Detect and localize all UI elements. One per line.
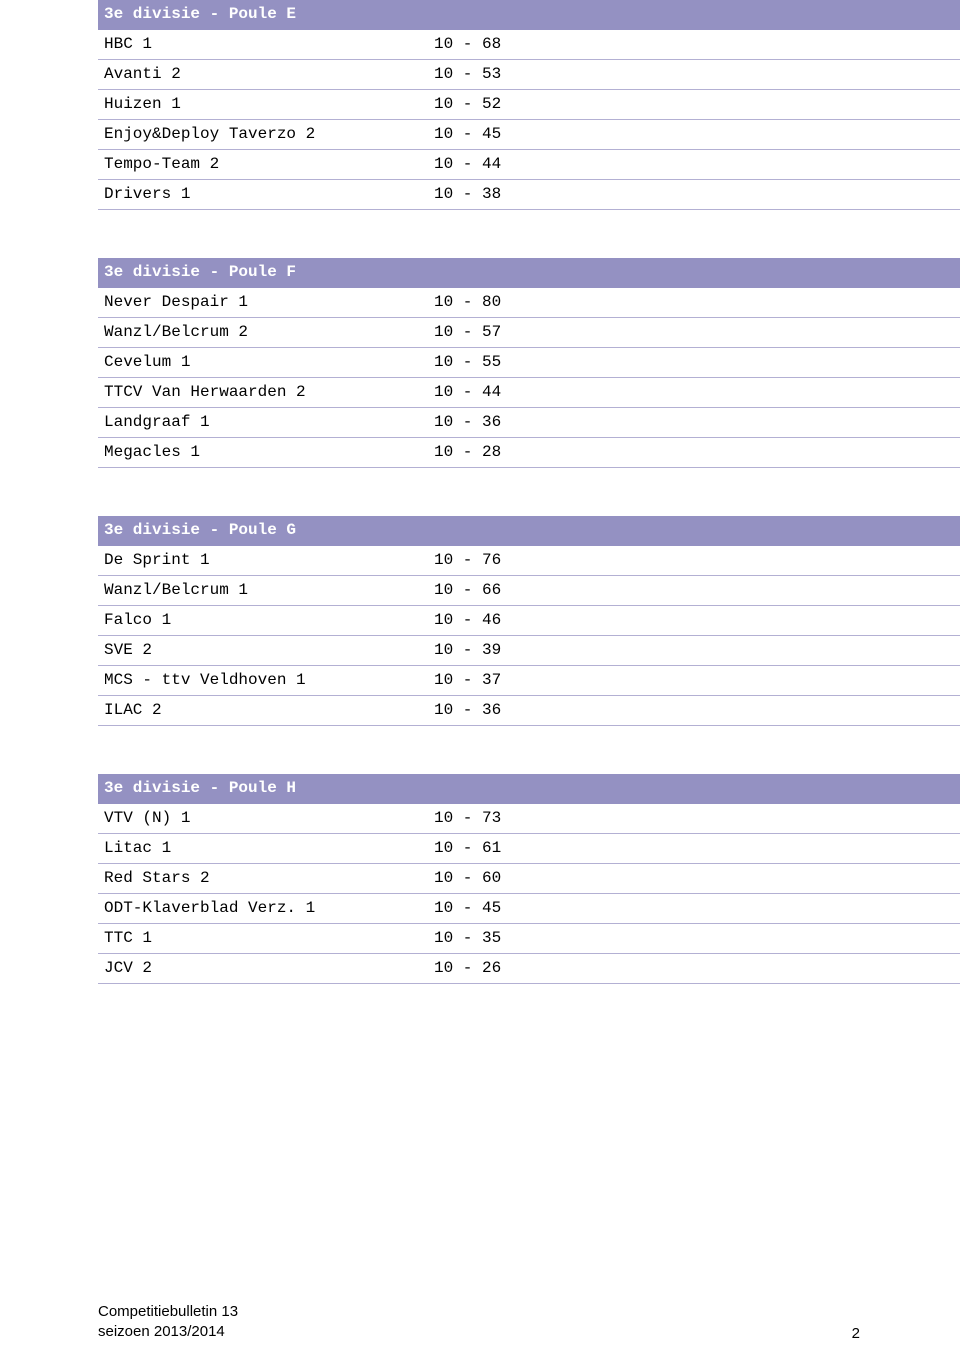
team-score: 10 - 26 — [414, 954, 554, 983]
team-score: 10 - 52 — [414, 90, 554, 119]
team-score: 10 - 35 — [414, 924, 554, 953]
team-score: 10 - 37 — [414, 666, 554, 695]
table-row: Never Despair 110 - 80 — [98, 288, 960, 318]
team-score: 10 - 55 — [414, 348, 554, 377]
standings-table: 3e divisie - Poule GDe Sprint 110 - 76Wa… — [98, 516, 960, 726]
footer-line-2: seizoen 2013/2014 — [98, 1322, 238, 1342]
standings-table: 3e divisie - Poule FNever Despair 110 - … — [98, 258, 960, 468]
page: 3e divisie - Poule EHBC 110 - 68Avanti 2… — [0, 0, 960, 1370]
team-score: 10 - 80 — [414, 288, 554, 317]
tables-container: 3e divisie - Poule EHBC 110 - 68Avanti 2… — [98, 0, 960, 984]
table-header-row: 3e divisie - Poule E — [98, 0, 960, 30]
team-score: 10 - 45 — [414, 120, 554, 149]
team-name: MCS - ttv Veldhoven 1 — [98, 666, 414, 695]
table-title: 3e divisie - Poule E — [98, 0, 414, 29]
team-name: ODT-Klaverblad Verz. 1 — [98, 894, 414, 923]
team-name: Drivers 1 — [98, 180, 414, 209]
table-row: Wanzl/Belcrum 210 - 57 — [98, 318, 960, 348]
table-row: Litac 110 - 61 — [98, 834, 960, 864]
team-score: 10 - 66 — [414, 576, 554, 605]
footer-line-1: Competitiebulletin 13 — [98, 1302, 238, 1322]
table-title: 3e divisie - Poule H — [98, 774, 414, 803]
team-score: 10 - 68 — [414, 30, 554, 59]
team-name: Landgraaf 1 — [98, 408, 414, 437]
table-row: Cevelum 110 - 55 — [98, 348, 960, 378]
team-name: Wanzl/Belcrum 2 — [98, 318, 414, 347]
team-name: TTCV Van Herwaarden 2 — [98, 378, 414, 407]
table-row: Enjoy&Deploy Taverzo 210 - 45 — [98, 120, 960, 150]
table-row: ILAC 210 - 36 — [98, 696, 960, 726]
team-score: 10 - 36 — [414, 696, 554, 725]
team-name: Huizen 1 — [98, 90, 414, 119]
team-name: Avanti 2 — [98, 60, 414, 89]
team-name: De Sprint 1 — [98, 546, 414, 575]
team-name: Megacles 1 — [98, 438, 414, 467]
table-row: VTV (N) 110 - 73 — [98, 804, 960, 834]
standings-table: 3e divisie - Poule EHBC 110 - 68Avanti 2… — [98, 0, 960, 210]
table-header-row: 3e divisie - Poule G — [98, 516, 960, 546]
table-row: SVE 210 - 39 — [98, 636, 960, 666]
team-name: ILAC 2 — [98, 696, 414, 725]
table-title: 3e divisie - Poule G — [98, 516, 414, 545]
team-score: 10 - 39 — [414, 636, 554, 665]
table-row: Megacles 110 - 28 — [98, 438, 960, 468]
table-row: Falco 110 - 46 — [98, 606, 960, 636]
table-row: Huizen 110 - 52 — [98, 90, 960, 120]
team-name: Falco 1 — [98, 606, 414, 635]
table-row: ODT-Klaverblad Verz. 110 - 45 — [98, 894, 960, 924]
table-row: HBC 110 - 68 — [98, 30, 960, 60]
team-score: 10 - 76 — [414, 546, 554, 575]
table-row: Drivers 110 - 38 — [98, 180, 960, 210]
team-name: HBC 1 — [98, 30, 414, 59]
table-row: Tempo-Team 210 - 44 — [98, 150, 960, 180]
team-name: Enjoy&Deploy Taverzo 2 — [98, 120, 414, 149]
table-row: De Sprint 110 - 76 — [98, 546, 960, 576]
team-score: 10 - 36 — [414, 408, 554, 437]
team-score: 10 - 45 — [414, 894, 554, 923]
team-name: Never Despair 1 — [98, 288, 414, 317]
team-score: 10 - 60 — [414, 864, 554, 893]
table-row: MCS - ttv Veldhoven 110 - 37 — [98, 666, 960, 696]
table-header-row: 3e divisie - Poule H — [98, 774, 960, 804]
standings-table: 3e divisie - Poule HVTV (N) 110 - 73Lita… — [98, 774, 960, 984]
team-name: SVE 2 — [98, 636, 414, 665]
table-row: Wanzl/Belcrum 110 - 66 — [98, 576, 960, 606]
table-row: Avanti 210 - 53 — [98, 60, 960, 90]
team-score: 10 - 46 — [414, 606, 554, 635]
page-number: 2 — [852, 1325, 860, 1342]
table-row: TTCV Van Herwaarden 210 - 44 — [98, 378, 960, 408]
footer: Competitiebulletin 13 seizoen 2013/2014 — [98, 1302, 238, 1342]
team-score: 10 - 73 — [414, 804, 554, 833]
team-name: Cevelum 1 — [98, 348, 414, 377]
team-score: 10 - 53 — [414, 60, 554, 89]
team-name: TTC 1 — [98, 924, 414, 953]
team-score: 10 - 44 — [414, 150, 554, 179]
table-row: JCV 210 - 26 — [98, 954, 960, 984]
table-title: 3e divisie - Poule F — [98, 258, 414, 287]
table-row: Landgraaf 110 - 36 — [98, 408, 960, 438]
table-row: TTC 110 - 35 — [98, 924, 960, 954]
team-score: 10 - 44 — [414, 378, 554, 407]
team-score: 10 - 61 — [414, 834, 554, 863]
table-row: Red Stars 210 - 60 — [98, 864, 960, 894]
team-name: Litac 1 — [98, 834, 414, 863]
team-score: 10 - 38 — [414, 180, 554, 209]
team-name: Red Stars 2 — [98, 864, 414, 893]
team-name: Wanzl/Belcrum 1 — [98, 576, 414, 605]
table-header-row: 3e divisie - Poule F — [98, 258, 960, 288]
team-score: 10 - 57 — [414, 318, 554, 347]
team-name: Tempo-Team 2 — [98, 150, 414, 179]
team-score: 10 - 28 — [414, 438, 554, 467]
team-name: JCV 2 — [98, 954, 414, 983]
team-name: VTV (N) 1 — [98, 804, 414, 833]
